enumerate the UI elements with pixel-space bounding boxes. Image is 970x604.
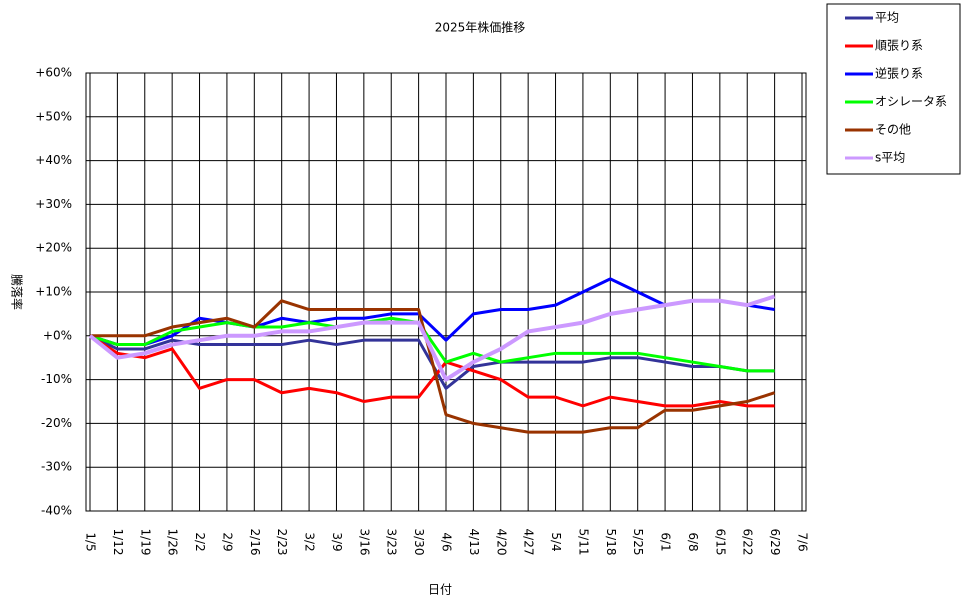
- y-tick-label: -20%: [41, 416, 72, 430]
- x-tick-label: 3/9: [330, 532, 344, 551]
- x-tick-label: 3/23: [385, 529, 399, 556]
- x-tick-label: 1/26: [166, 529, 180, 556]
- x-tick-label: 5/11: [576, 529, 590, 556]
- x-tick-label: 6/1: [659, 532, 673, 551]
- x-tick-label: 4/27: [522, 529, 536, 556]
- y-tick-label: +30%: [35, 197, 72, 211]
- series-line: [89, 316, 775, 373]
- y-tick-label: +40%: [35, 153, 72, 167]
- series-line: [89, 277, 775, 347]
- legend-box: [826, 3, 961, 175]
- y-tick-label: +10%: [35, 285, 72, 299]
- x-tick-label: 2/2: [193, 532, 207, 551]
- x-tick-label: 2/16: [248, 529, 262, 556]
- legend-label: 平均: [875, 11, 899, 25]
- series-line: [89, 334, 775, 408]
- x-tick-label: 4/20: [494, 529, 508, 556]
- legend-label: その他: [875, 123, 911, 137]
- x-tick-label: 2/23: [275, 529, 289, 556]
- x-tick-label: 2/9: [220, 532, 234, 551]
- series-line: [90, 299, 776, 434]
- legend-label: 順張り系: [875, 39, 923, 53]
- y-tick-label: +60%: [35, 66, 72, 80]
- x-tick-label: 4/6: [440, 532, 454, 551]
- x-tick-label: 6/22: [741, 529, 755, 556]
- series-line: [88, 294, 776, 382]
- chart-title: 2025年株価推移: [435, 20, 526, 35]
- legend-label: 逆張り系: [875, 66, 923, 81]
- x-tick-label: 3/30: [412, 529, 426, 556]
- x-tick-label: 1/19: [138, 529, 152, 556]
- x-tick-label: 6/8: [686, 532, 700, 551]
- x-tick-label: 3/16: [357, 529, 371, 556]
- y-tick-label: +0%: [43, 328, 72, 342]
- y-tick-label: -40%: [41, 504, 72, 518]
- legend-label: オシレータ系: [875, 95, 947, 109]
- x-tick-label: 6/29: [768, 529, 782, 556]
- x-axis-label: 日付: [428, 583, 452, 597]
- x-tick-label: 4/13: [467, 529, 481, 556]
- x-tick-label: 5/4: [549, 532, 563, 551]
- x-tick-label: 7/6: [796, 532, 810, 551]
- y-axis-label: 騰落率: [10, 274, 25, 310]
- x-tick-label: 1/5: [84, 532, 98, 551]
- x-tick-label: 5/25: [631, 529, 645, 556]
- x-tick-label: 6/15: [713, 529, 727, 556]
- y-tick-label: +20%: [35, 241, 72, 255]
- x-tick-label: 1/12: [111, 529, 125, 556]
- y-tick-label: -10%: [41, 372, 72, 386]
- y-tick-label: +50%: [35, 109, 72, 123]
- y-tick-label: -30%: [41, 460, 72, 474]
- legend-label: s平均: [875, 151, 905, 165]
- x-tick-label: 3/2: [303, 532, 317, 551]
- x-tick-label: 5/18: [604, 529, 618, 556]
